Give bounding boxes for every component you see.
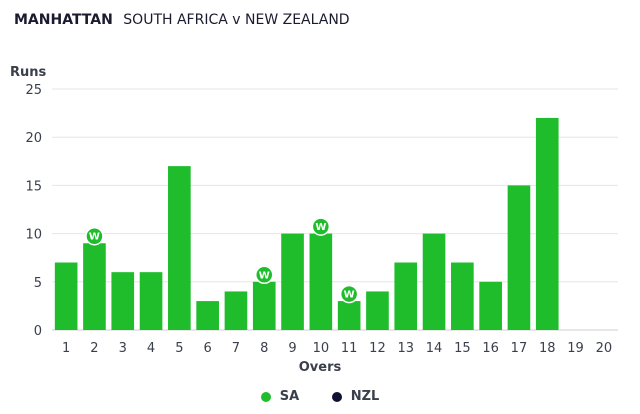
- x-tick-label: 11: [341, 341, 358, 356]
- x-tick-label: 1: [62, 341, 70, 356]
- grid-lines: [52, 88, 618, 331]
- wicket-markers: W W W W: [85, 217, 359, 304]
- x-tick-label: 16: [482, 341, 499, 356]
- legend-marker-sa: [260, 391, 271, 402]
- bar-sa-over-17[interactable]: [507, 185, 531, 330]
- x-tick-label: 6: [204, 341, 212, 356]
- bar-sa-over-1[interactable]: [54, 262, 78, 330]
- x-axis-title: Overs: [299, 360, 342, 375]
- wicket-marker-label: W: [259, 270, 270, 281]
- x-tick-label: 7: [232, 341, 240, 356]
- wicket-marker-label: W: [315, 222, 326, 233]
- y-axis-ticks: 0 5 10 15 20 25: [25, 83, 42, 339]
- x-tick-label: 20: [596, 341, 613, 356]
- x-tick-label: 18: [539, 341, 556, 356]
- legend: SA NZL: [0, 389, 640, 406]
- bar-sa-over-14[interactable]: [422, 233, 446, 330]
- wicket-marker[interactable]: [85, 226, 104, 246]
- wicket-marker-label: W: [344, 290, 355, 301]
- x-tick-label: 2: [90, 341, 98, 356]
- x-tick-label: 4: [147, 341, 155, 356]
- bar-sa-over-12[interactable]: [366, 291, 389, 330]
- wicket-marker[interactable]: [255, 265, 274, 285]
- match-title: SOUTH AFRICA v NEW ZEALAND: [123, 12, 350, 28]
- x-tick-label: 15: [454, 341, 471, 356]
- legend-marker-nzl: [331, 391, 342, 402]
- bar-sa-over-4[interactable]: [139, 272, 163, 330]
- bar-sa-over-9[interactable]: [281, 233, 304, 330]
- bar-sa-over-13[interactable]: [394, 262, 418, 330]
- legend-item-nzl[interactable]: NZL: [331, 389, 380, 404]
- y-tick-label: 5: [34, 276, 42, 291]
- x-tick-label: 5: [175, 341, 183, 356]
- bar-sa-over-8[interactable]: [252, 281, 276, 330]
- x-tick-label: 10: [313, 341, 330, 356]
- bar-sa-over-16[interactable]: [479, 281, 502, 330]
- bar-sa-over-11[interactable]: [337, 301, 361, 330]
- wicket-marker[interactable]: [339, 284, 359, 304]
- x-tick-label: 14: [426, 341, 443, 356]
- y-axis-title: Runs: [10, 65, 47, 80]
- x-tick-label: 8: [260, 341, 268, 356]
- y-tick-label: 20: [25, 131, 42, 146]
- x-tick-label: 3: [119, 341, 127, 356]
- x-tick-label: 13: [397, 341, 414, 356]
- wicket-marker-label: W: [89, 232, 100, 243]
- chart-title: MANHATTAN: [14, 12, 113, 28]
- bar-sa-over-5[interactable]: [168, 166, 191, 330]
- x-tick-label: 9: [288, 341, 296, 356]
- y-tick-label: 10: [25, 228, 42, 243]
- bar-sa-over-2[interactable]: [83, 243, 106, 330]
- y-tick-label: 0: [34, 324, 42, 339]
- bar-sa-over-6[interactable]: [196, 301, 219, 330]
- bar-sa-over-18[interactable]: [535, 117, 559, 330]
- bar-sa-over-3[interactable]: [111, 272, 135, 330]
- x-tick-label: 17: [511, 341, 528, 356]
- bars-group: [54, 117, 559, 330]
- wicket-marker[interactable]: [311, 217, 331, 236]
- y-tick-label: 15: [25, 179, 42, 194]
- legend-label-nzl: NZL: [350, 389, 380, 404]
- legend-item-sa[interactable]: SA: [260, 389, 300, 404]
- y-tick-label: 25: [25, 83, 42, 98]
- bar-sa-over-10[interactable]: [309, 233, 333, 330]
- x-axis-ticks: 1 2 3 4 5 6 7 8 9 10 11 12 13 14 15 16 17 18 19 20: [62, 341, 612, 356]
- legend-label-sa: SA: [279, 389, 300, 404]
- bar-sa-over-15[interactable]: [451, 262, 474, 330]
- x-tick-label: 19: [567, 341, 584, 356]
- chart-header: MANHATTAN SOUTH AFRICA v NEW ZEALAND: [14, 12, 350, 28]
- x-tick-label: 12: [369, 341, 386, 356]
- bar-sa-over-7[interactable]: [224, 291, 248, 330]
